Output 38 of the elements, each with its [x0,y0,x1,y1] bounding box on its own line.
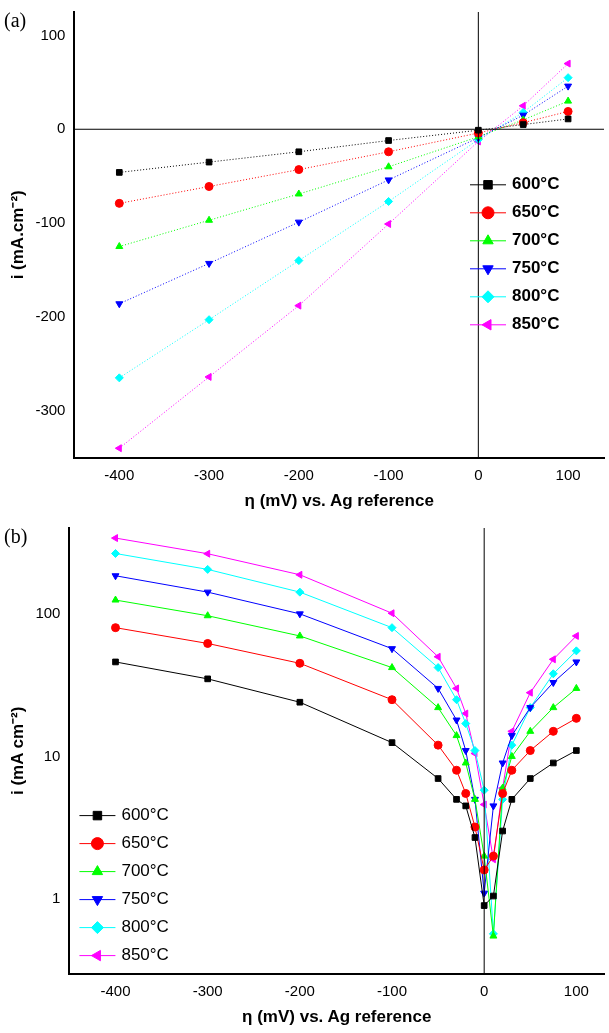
x-tick-label: -400 [100,981,131,999]
y-tick-label: 0 [57,119,66,137]
x-tick-label: 0 [474,465,483,483]
legend-label: 850°C [512,314,560,334]
y-tick-label: 10 [43,746,61,764]
y-tick-label: 100 [35,603,61,621]
legend-label: 600°C [512,174,560,194]
y-tick-label: 100 [40,25,66,43]
x-axis-title: η (mV) vs. Ag reference [244,491,434,511]
y-tick-label: 1 [52,889,61,907]
legend-label: 800°C [512,286,560,306]
legend-label: 650°C [121,833,169,853]
legend-label: 750°C [121,889,169,909]
legend-label: 850°C [121,945,169,965]
legend-label: 600°C [121,805,169,825]
legend-label: 700°C [121,861,169,881]
x-tick-label: -100 [377,981,408,999]
legend-label: 650°C [512,202,560,222]
x-tick-label: -100 [373,465,404,483]
x-tick-label: 100 [555,465,581,483]
x-tick-label: -200 [284,981,315,999]
y-tick-label: -100 [35,213,66,231]
y-tick-label: -300 [35,400,66,418]
x-tick-label: -200 [283,465,314,483]
chart-title: (a) [4,9,27,33]
chart-title: (b) [4,525,28,549]
x-tick-label: -400 [104,465,135,483]
y-tick-label: -200 [35,307,66,325]
x-tick-label: 100 [563,981,589,999]
x-tick-label: -300 [194,465,225,483]
legend-label: 750°C [512,258,560,278]
legend-label: 700°C [512,230,560,250]
legend-label: 800°C [121,917,169,937]
x-tick-label: 0 [480,981,489,999]
y-axis-title: i (mA cm⁻²) [7,706,27,796]
x-tick-label: -300 [192,981,223,999]
y-axis-title: i (mA.cm⁻²) [7,190,27,280]
x-axis-title: η (mV) vs. Ag reference [242,1007,432,1027]
